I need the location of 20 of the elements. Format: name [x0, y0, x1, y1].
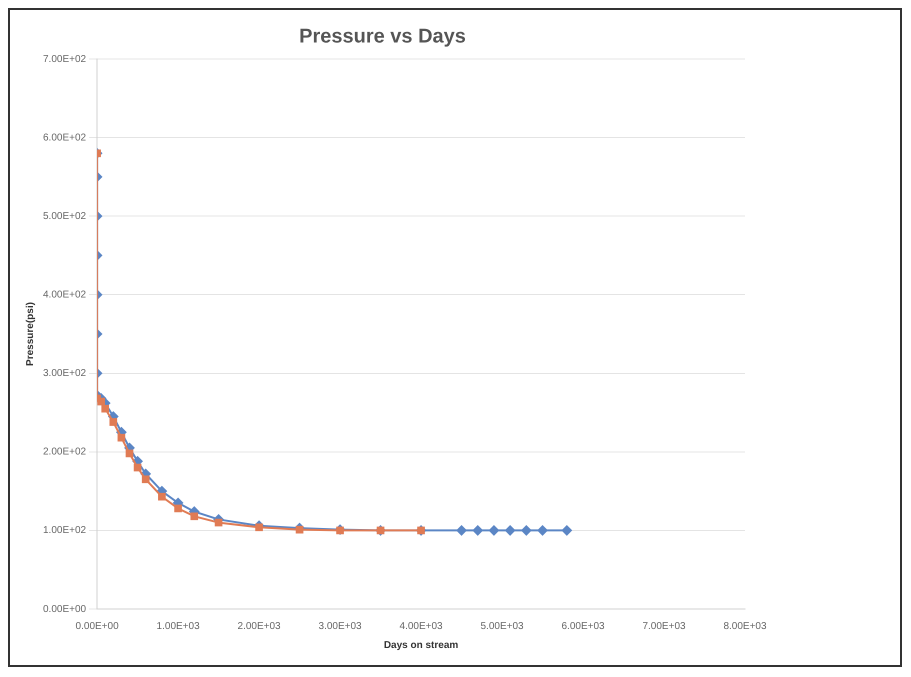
y-tick-label: 5.00E+02: [42, 210, 87, 222]
chart-title: Pressure vs Days: [299, 26, 466, 48]
x-tick-label: 3.00E+03: [318, 620, 362, 632]
x-tick-label: 5.00E+03: [480, 620, 524, 632]
x-tick-label: 6.00E+03: [561, 620, 606, 632]
x-tick-label: 2.00E+03: [238, 620, 282, 632]
x-tick-label: 0.00E+00: [76, 620, 120, 632]
x-tick-label: 8.00E+03: [723, 620, 767, 632]
y-axis-title: Pressure(psi): [24, 302, 36, 366]
x-tick-label: 7.00E+03: [642, 620, 686, 632]
y-tick-label: 3.00E+02: [42, 368, 87, 380]
y-tick-label: 7.00E+02: [42, 54, 87, 65]
y-tick-label: 4.00E+02: [42, 289, 87, 300]
x-tick-label: 1.00E+03: [156, 620, 200, 632]
y-tick-label: 0.00E+00: [42, 604, 87, 615]
x-axis-title: Days on stream: [384, 640, 458, 651]
y-tick-label: 2.00E+02: [42, 446, 87, 458]
x-tick-label: 4.00E+03: [399, 620, 444, 632]
y-tick-label: 6.00E+02: [42, 132, 87, 144]
y-tick-label: 1.00E+02: [42, 525, 87, 536]
